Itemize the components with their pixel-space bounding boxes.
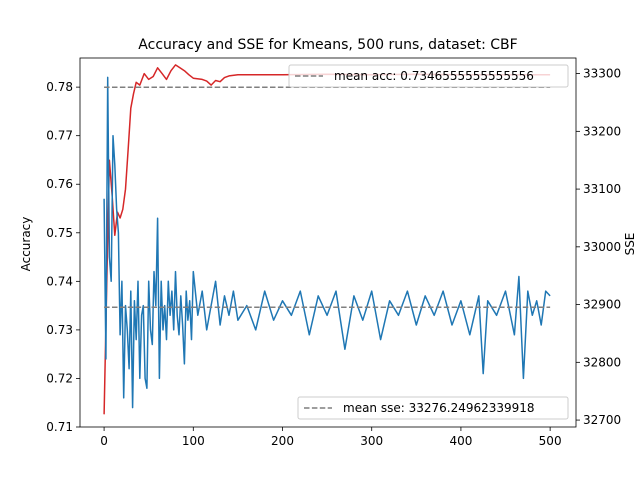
series-group: [103, 64, 551, 415]
legend-mean-acc-label: mean acc: 0.7346555555555556: [334, 69, 534, 83]
chart-title: Accuracy and SSE for Kmeans, 500 runs, d…: [138, 37, 517, 53]
plot-area: [79, 57, 577, 428]
y-axis-label-right: SSE: [623, 233, 637, 256]
x-tick-label: 500: [539, 434, 562, 448]
y-tick-label-left: 0.73: [46, 323, 73, 337]
x-tick-label: 400: [449, 434, 472, 448]
y-tick-label-left: 0.78: [46, 80, 73, 94]
y-tick-label-left: 0.75: [46, 226, 73, 240]
y-tick-label-right: 33200: [583, 124, 621, 138]
legend-mean-sse: mean sse: 33276.24962339918: [297, 396, 569, 420]
y-tick-label-left: 0.72: [46, 371, 73, 385]
y-tick-label-right: 32800: [583, 355, 621, 369]
series-line-sse: [103, 64, 551, 415]
series-line-accuracy: [103, 76, 551, 409]
y-tick-label-right: 33300: [583, 67, 621, 81]
y-tick-label-left: 0.74: [46, 274, 73, 288]
chart-marks: 0 100 200 300 400 500 0.71 0.72 0.73 0.74 0.75 0.76…: [46, 64, 621, 448]
y-tick-label-right: 33100: [583, 182, 621, 196]
legend-mean-sse-box: [297, 396, 569, 420]
y-tick-label-right: 32700: [583, 413, 621, 427]
y-tick-label-left: 0.71: [46, 420, 73, 434]
y-tick-label-right: 33000: [583, 240, 621, 254]
x-tick-label: 200: [271, 434, 294, 448]
y-tick-label-left: 0.77: [46, 129, 73, 143]
y-axis-label-left: Accuracy: [19, 217, 33, 272]
legend-mean-acc: mean acc: 0.7346555555555556: [288, 64, 569, 88]
x-tick-label: 100: [182, 434, 205, 448]
x-tick-label: 300: [360, 434, 383, 448]
plot-frame: [79, 57, 577, 428]
x-tick-label: 0: [100, 434, 108, 448]
y-tick-label-left: 0.76: [46, 177, 73, 191]
legend-mean-acc-box: [288, 64, 569, 88]
legend-mean-sse-label: mean sse: 33276.24962339918: [343, 401, 535, 415]
y-tick-label-right: 32900: [583, 298, 621, 312]
